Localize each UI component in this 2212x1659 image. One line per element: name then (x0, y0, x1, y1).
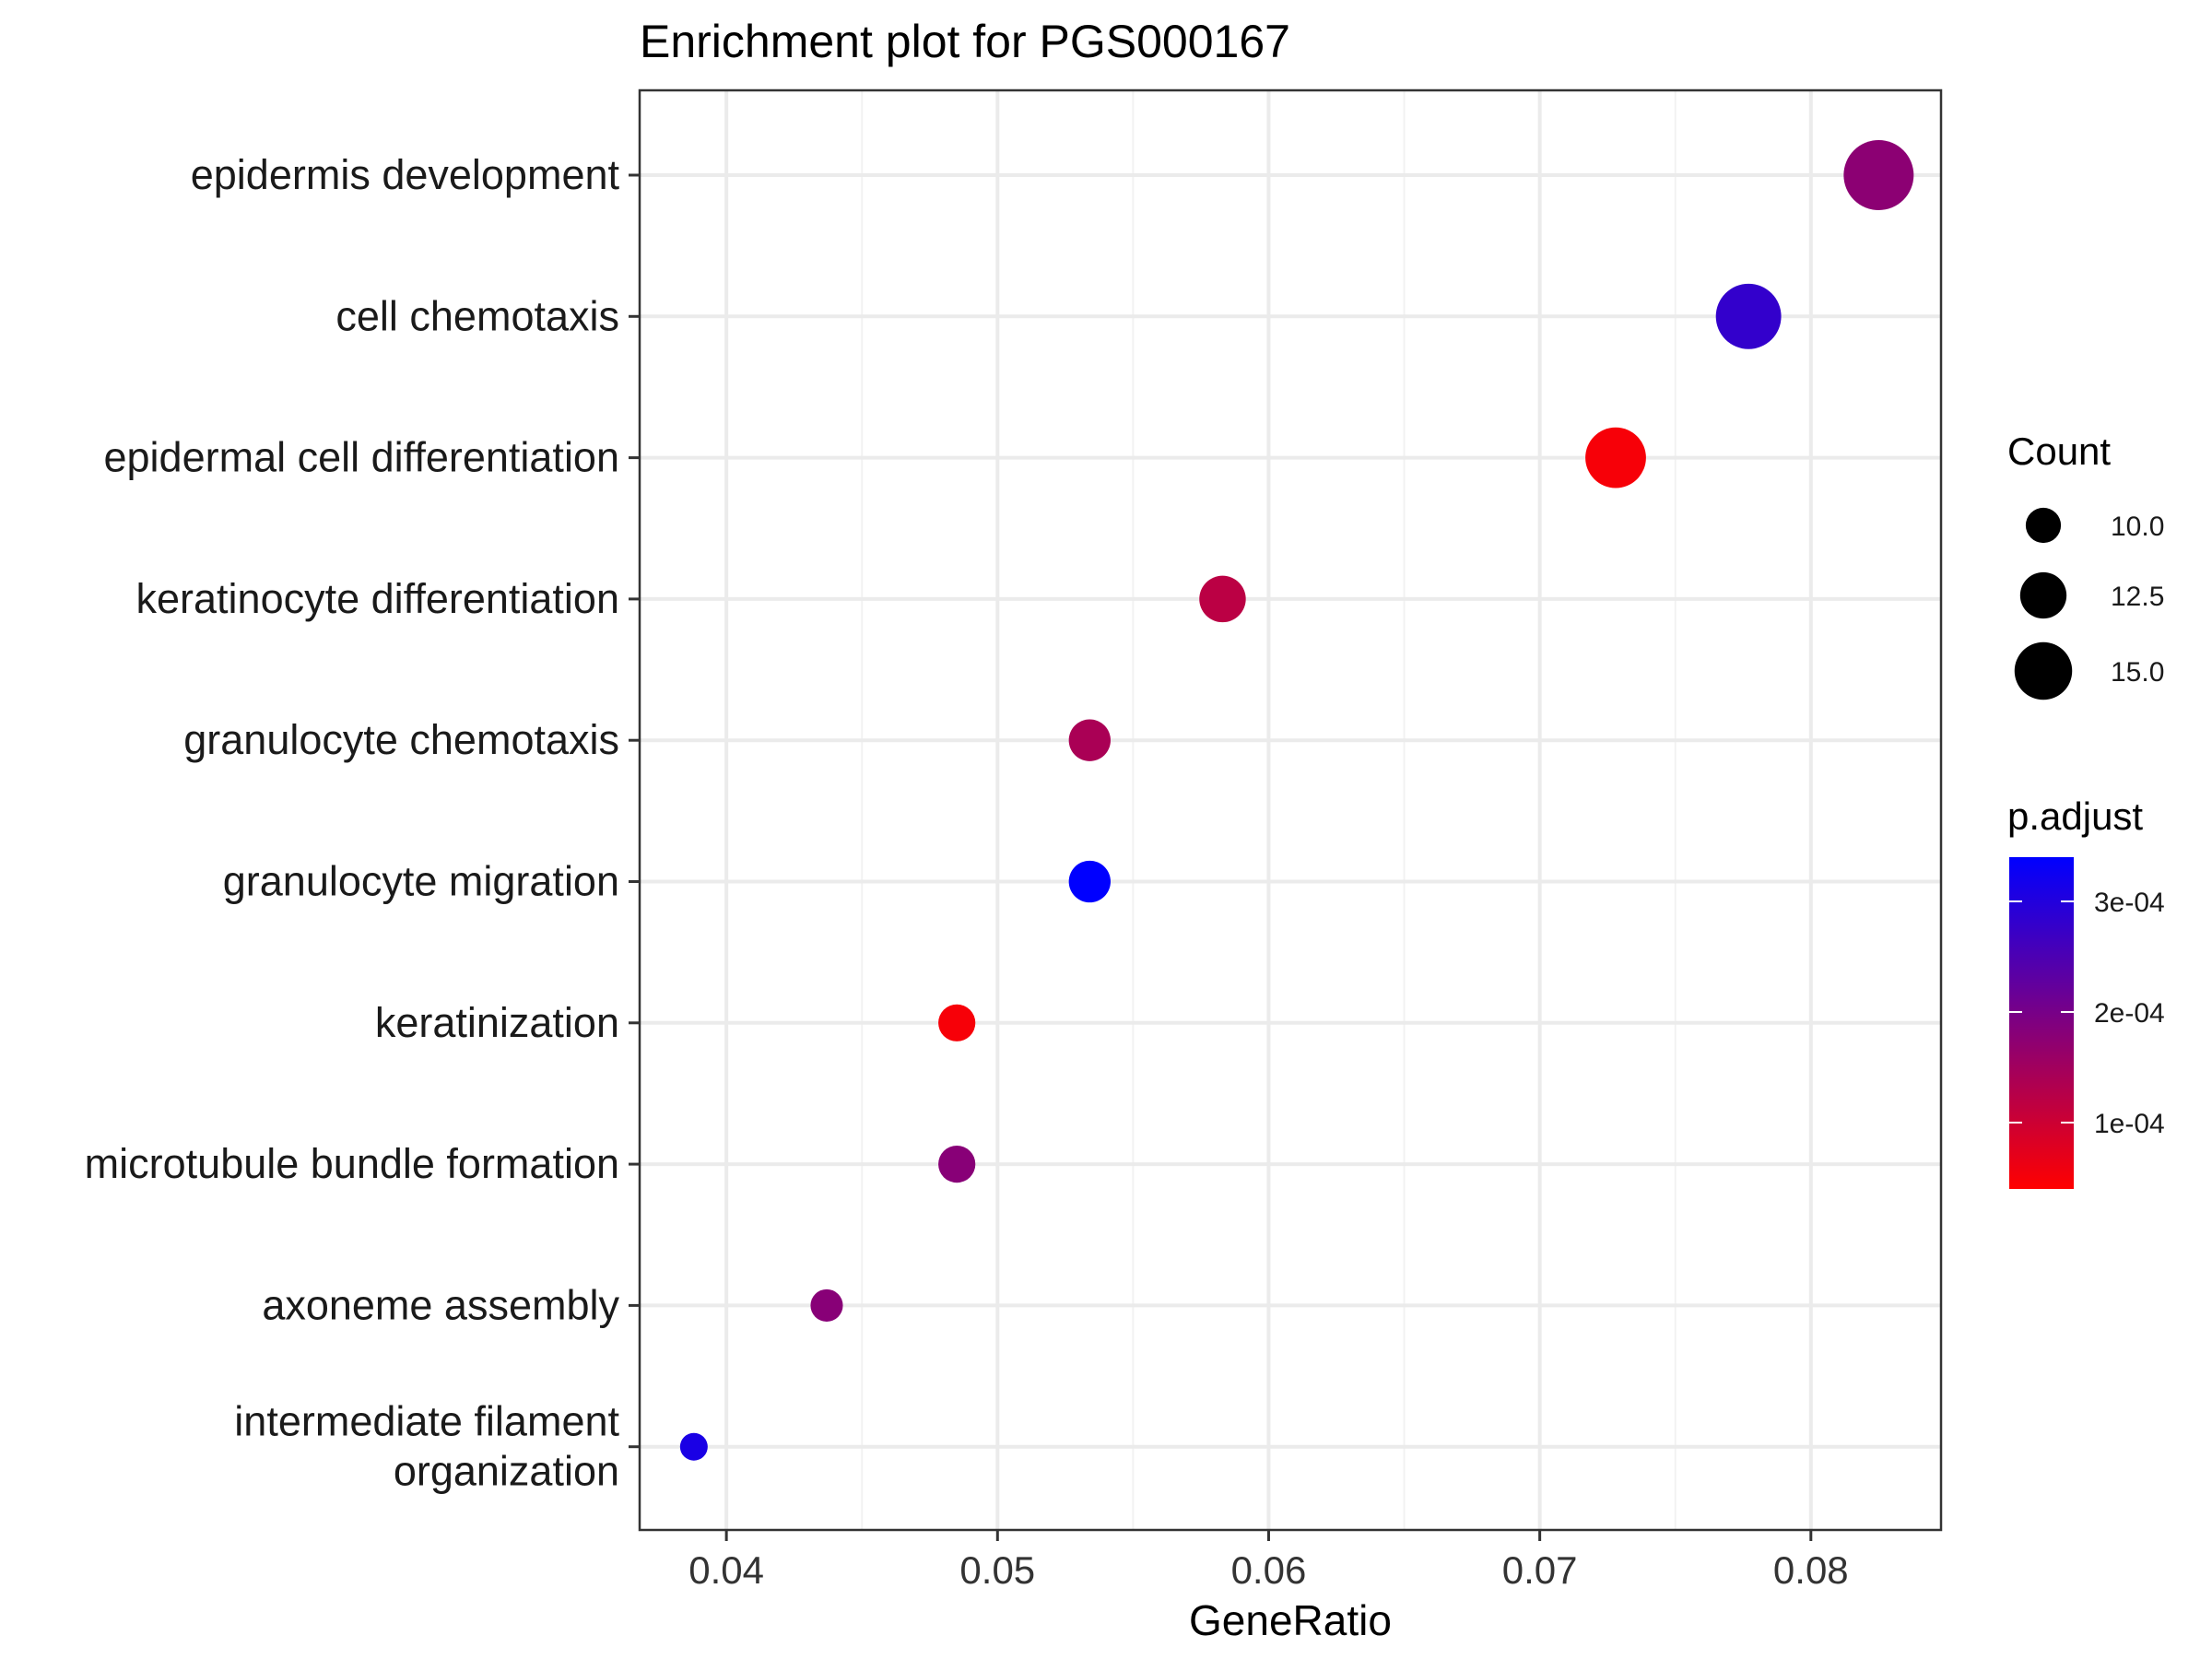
data-point (1715, 283, 1782, 349)
colorbar-tick-label: 3e-04 (2094, 888, 2165, 918)
count-legend: Count 10.0 12.5 15.0 (2007, 429, 2164, 700)
count-legend-dot (2019, 571, 2067, 619)
data-point (810, 1288, 843, 1322)
y-category-label: microtubule bundle formation (85, 1140, 619, 1187)
x-tick-label: 0.04 (688, 1548, 764, 1592)
y-category-label: epidermis development (191, 151, 620, 198)
y-category-label: axoneme assembly (262, 1281, 619, 1328)
y-category-label: granulocyte migration (223, 858, 619, 905)
data-point (1843, 140, 1914, 210)
data-point (1199, 575, 1246, 623)
x-tick-label: 0.06 (1231, 1548, 1307, 1592)
x-tick-label: 0.05 (959, 1548, 1035, 1592)
count-legend-title: Count (2007, 429, 2111, 473)
y-category-label: intermediate filament (234, 1398, 619, 1445)
p-adjust-legend-title: p.adjust (2007, 794, 2143, 838)
data-point (1068, 860, 1111, 903)
count-legend-dot (2014, 641, 2073, 700)
data-point (1585, 427, 1646, 488)
y-category-label: keratinization (375, 999, 619, 1046)
y-category-label: organization (394, 1448, 619, 1495)
count-legend-dot (2025, 507, 2062, 544)
colorbar-tick-label: 1e-04 (2094, 1109, 2165, 1139)
data-point (938, 1004, 976, 1041)
y-axis-labels: epidermis development cell chemotaxis epid… (85, 151, 640, 1495)
count-legend-label: 10.0 (2111, 512, 2164, 542)
y-category-label: cell chemotaxis (335, 292, 619, 339)
data-point (1068, 719, 1111, 761)
y-category-label: epidermal cell differentiation (104, 434, 620, 481)
plot-panel-border (638, 88, 1943, 1532)
count-legend-label: 15.0 (2111, 657, 2164, 688)
p-adjust-legend: p.adjust 3e-04 2e-04 1e-04 (2007, 794, 2165, 1189)
x-axis-ticks: 0.04 0.05 0.06 0.07 0.08 (688, 1530, 1849, 1592)
y-category-label: granulocyte chemotaxis (183, 716, 619, 763)
data-point (679, 1432, 708, 1461)
x-tick-label: 0.08 (1773, 1548, 1849, 1592)
p-adjust-colorbar (2009, 857, 2074, 1189)
x-axis-title: GeneRatio (1189, 1596, 1392, 1644)
chart-title: Enrichment plot for PGS000167 (640, 16, 1290, 67)
y-category-label: keratinocyte differentiation (136, 575, 620, 622)
colorbar-tick-label: 2e-04 (2094, 998, 2165, 1029)
grid-lines (640, 90, 1941, 1530)
x-tick-label: 0.07 (1502, 1548, 1578, 1592)
count-legend-label: 12.5 (2111, 582, 2164, 612)
data-points (679, 140, 1914, 1461)
data-point (938, 1145, 976, 1183)
